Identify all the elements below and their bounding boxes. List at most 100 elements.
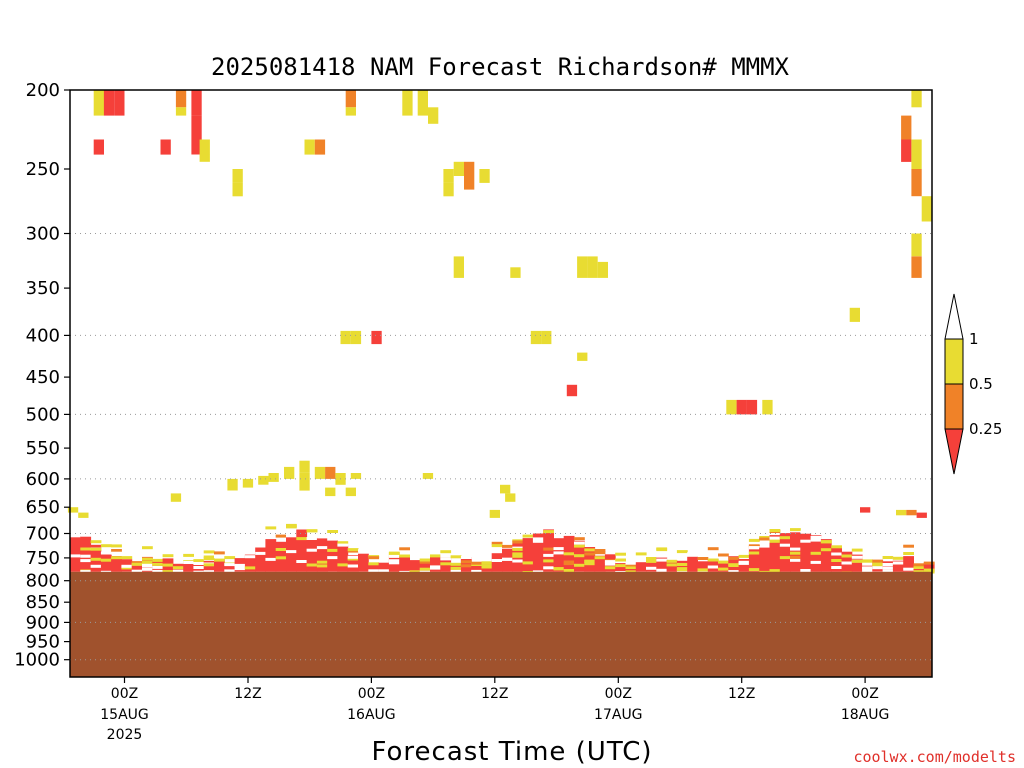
pbl-fleck: [111, 549, 122, 552]
pbl-fleck: [142, 557, 153, 561]
pbl-fleck: [584, 562, 596, 566]
pbl-fleck: [892, 556, 904, 560]
pbl-fleck: [306, 563, 318, 567]
pbl-red-cell: [471, 562, 482, 572]
pbl-red-cell: [70, 536, 81, 572]
pbl-fleck: [779, 536, 791, 540]
pbl-fleck: [697, 568, 709, 572]
pbl-fleck: [450, 569, 462, 573]
pbl-fleck: [831, 545, 842, 549]
ri-cell: [314, 466, 326, 479]
boundary-layer-cells: [70, 523, 935, 575]
pbl-fleck: [90, 547, 102, 551]
pbl-fleck: [790, 551, 801, 555]
ri-cell: [93, 139, 104, 155]
pbl-red-cell: [399, 556, 410, 572]
pbl-fleck: [543, 559, 554, 563]
pbl-red-cell: [244, 554, 256, 572]
ri-cell: [464, 176, 475, 190]
ri-cell: [464, 161, 475, 176]
pbl-fleck: [882, 556, 894, 559]
ri-cell: [325, 466, 336, 479]
pbl-fleck: [491, 541, 503, 545]
ri-cell: [911, 256, 922, 278]
pbl-red-cell: [214, 559, 225, 572]
pbl-red-cell: [851, 554, 863, 572]
pbl-fleck: [265, 526, 277, 530]
pbl-red-cell: [903, 556, 914, 572]
pbl-fleck: [862, 562, 873, 566]
pbl-red-cell: [738, 559, 750, 572]
ri-cell: [479, 169, 490, 183]
pbl-fleck: [368, 562, 380, 566]
pbl-fleck: [625, 561, 637, 565]
pbl-fleck: [892, 561, 904, 565]
x-tick-label: 00Z: [851, 686, 878, 702]
pbl-fleck: [851, 559, 863, 563]
y-tick-label: 400: [26, 325, 60, 346]
pbl-fleck: [193, 559, 205, 563]
ri-cell: [170, 493, 182, 502]
ri-cell: [736, 399, 747, 415]
pbl-fleck: [810, 538, 822, 542]
ri-cell: [350, 473, 362, 479]
x-tick-label: 12Z: [728, 686, 755, 702]
ri-cell: [587, 256, 598, 278]
x-tick-year: 2025: [107, 727, 143, 743]
pbl-fleck: [697, 570, 709, 574]
pbl-fleck: [142, 553, 153, 557]
pbl-fleck: [738, 554, 750, 558]
pbl-fleck: [872, 559, 884, 563]
pbl-fleck: [244, 555, 256, 559]
y-tick-label: 350: [26, 278, 60, 299]
pbl-fleck: [913, 563, 925, 567]
legend-label: 0.25: [969, 420, 1002, 438]
pbl-fleck: [800, 539, 812, 543]
pbl-fleck: [306, 537, 318, 540]
pbl-fleck: [121, 564, 133, 568]
pbl-fleck: [697, 557, 709, 560]
ri-cell: [103, 90, 115, 116]
pbl-fleck: [862, 560, 873, 563]
pbl-fleck: [707, 558, 719, 562]
pbl-red-cell: [265, 539, 277, 572]
pbl-fleck: [378, 569, 390, 573]
pbl-red-cell: [100, 553, 112, 572]
pbl-red-cell: [687, 556, 698, 572]
pbl-fleck: [748, 544, 760, 548]
pbl-fleck: [543, 530, 554, 534]
pbl-fleck: [635, 552, 647, 556]
pbl-fleck: [80, 570, 92, 574]
pbl-fleck: [142, 567, 153, 571]
pbl-fleck: [152, 569, 164, 573]
ri-cell: [114, 90, 125, 116]
ri-cell: [530, 330, 542, 345]
pbl-fleck: [790, 558, 801, 562]
ri-cell: [314, 139, 326, 155]
pbl-fleck: [80, 547, 92, 551]
pbl-fleck: [594, 551, 606, 555]
pbl-fleck: [769, 569, 781, 573]
y-tick-label: 700: [26, 524, 60, 545]
pbl-fleck: [193, 562, 205, 565]
pbl-fleck: [923, 561, 935, 565]
pbl-fleck: [769, 529, 781, 532]
pbl-fleck: [100, 544, 112, 548]
ri-cell: [199, 154, 210, 162]
pbl-red-cell: [409, 560, 421, 572]
pbl-fleck: [574, 537, 585, 541]
pbl-red-cell: [337, 545, 349, 572]
ri-cell: [762, 399, 773, 415]
pbl-fleck: [574, 554, 585, 558]
pbl-fleck: [142, 546, 153, 550]
pbl-fleck: [306, 548, 318, 552]
pbl-fleck: [193, 566, 205, 569]
ri-cell: [422, 473, 434, 479]
pbl-fleck: [224, 556, 236, 560]
pbl-fleck: [203, 570, 215, 574]
y-tick-label: 750: [26, 548, 60, 569]
pbl-fleck: [142, 564, 153, 568]
pbl-fleck: [820, 548, 832, 552]
pbl-red-cell: [543, 529, 554, 572]
pbl-fleck: [306, 529, 318, 533]
